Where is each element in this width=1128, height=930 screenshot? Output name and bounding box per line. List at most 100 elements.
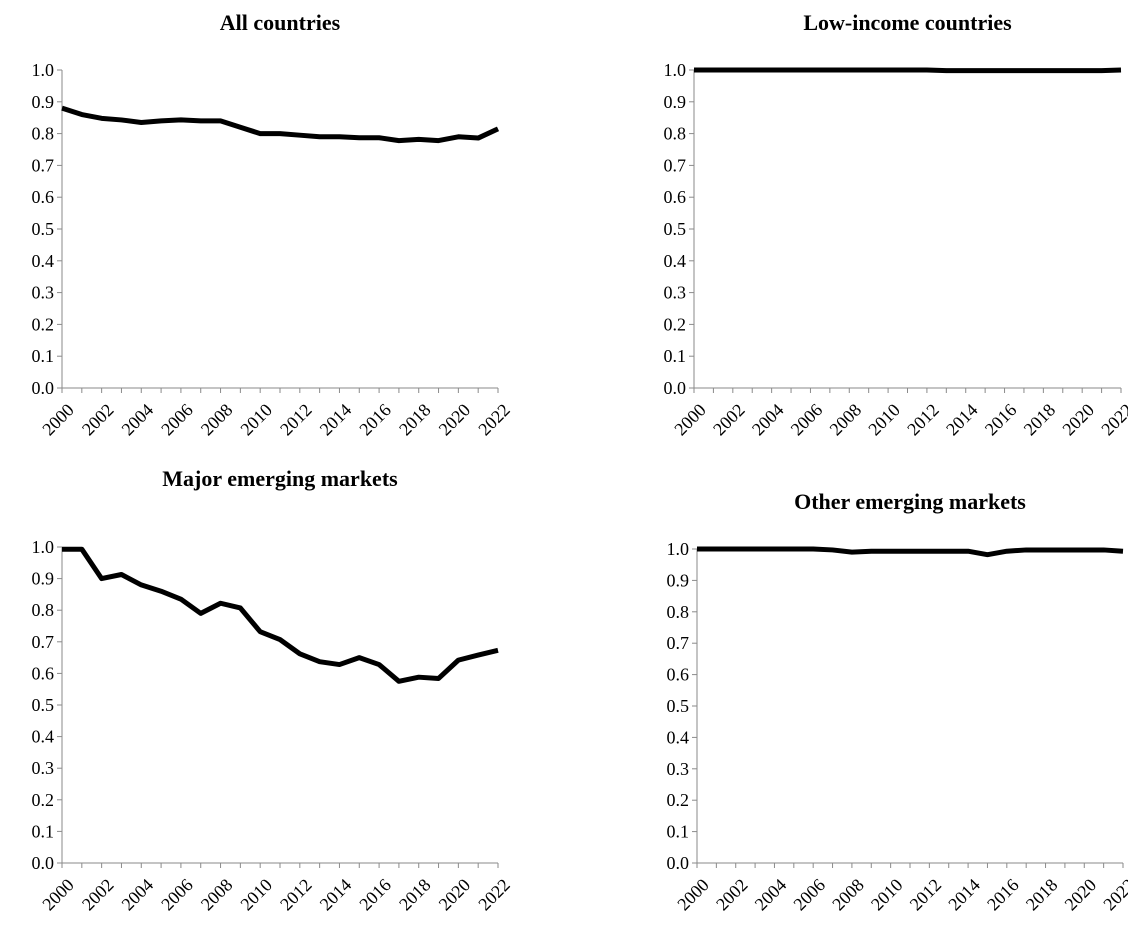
y-tick-label: 0.5 (32, 219, 55, 239)
y-tick-label: 0.5 (32, 695, 55, 715)
x-tick-label: 2020 (1061, 875, 1101, 915)
y-tick-label: 0.6 (667, 665, 690, 685)
x-tick-label: 2006 (787, 400, 827, 440)
y-tick-label: 0.3 (667, 759, 690, 779)
y-tick-label: 0.4 (32, 251, 55, 271)
chart-title-all-countries: All countries (220, 10, 341, 35)
y-tick-label: 0.2 (664, 314, 687, 334)
x-tick-label: 2010 (236, 400, 276, 440)
x-tick-label: 2002 (712, 875, 752, 915)
x-tick-label: 2008 (197, 875, 237, 915)
chart-panel-other-emerging-markets: Other emerging markets 0.0 0.1 0.2 0.3 0.4 0.5… (564, 465, 1128, 930)
y-tick-label: 0.7 (32, 632, 55, 652)
y-tick-label: 1.0 (667, 539, 690, 559)
y-tick-label: 0.4 (664, 251, 687, 271)
chart-panel-all-countries: All countries 0.0 0.1 0.2 0.3 0.4 0.5 0.6 0.7 0.8… (0, 0, 564, 465)
x-tick-label: 2016 (983, 875, 1023, 915)
y-tick-label: 0.2 (32, 314, 55, 334)
x-tick-label: 2002 (78, 400, 118, 440)
chart-svg-low-income-countries: Low-income countries 0.0 0.1 0.2 0.3 0.4 0.5 0.… (664, 10, 1128, 440)
y-tick-label: 0.0 (32, 853, 55, 873)
x-tick-label: 2004 (748, 400, 788, 440)
x-tick-label: 2014 (942, 400, 982, 440)
y-tick-label: 0.0 (664, 378, 687, 398)
chart-panel-low-income-countries: Low-income countries 0.0 0.1 0.2 0.3 0.4 0.5 0.… (564, 0, 1128, 465)
y-tick-label: 0.1 (32, 346, 55, 366)
chart-title-other-emerging-markets: Other emerging markets (794, 489, 1026, 514)
x-tick-label: 2000 (673, 875, 713, 915)
y-tick-label: 0.9 (32, 569, 55, 589)
x-tick-label: 2020 (435, 875, 475, 915)
x-tick-label: 2010 (867, 875, 907, 915)
y-tick-label: 0.1 (667, 822, 690, 842)
y-tick-label: 0.5 (667, 696, 690, 716)
y-tick-label: 0.6 (32, 663, 55, 683)
series-line-other-emerging-markets (697, 546, 1124, 558)
chart-svg-major-emerging-markets: Major emerging markets 0.0 0.1 0.2 0.3 0.4 0.5… (32, 466, 514, 915)
x-tick-label: 2016 (355, 400, 395, 440)
y-tick-label: 0.9 (664, 92, 687, 112)
series-line-major-emerging-markets (62, 546, 499, 684)
x-tick-label: 2022 (474, 400, 514, 440)
y-tick-label: 0.5 (664, 219, 687, 239)
x-tick-label: 2004 (118, 400, 158, 440)
x-tick-label: 2000 (38, 400, 78, 440)
y-tick-label: 0.9 (667, 570, 690, 590)
x-tick-label: 2016 (981, 400, 1021, 440)
y-tick-label: 0.1 (32, 821, 55, 841)
y-tick-label: 0.9 (32, 92, 55, 112)
x-tick-label: 2012 (906, 875, 946, 915)
chart-title-low-income-countries: Low-income countries (803, 10, 1012, 35)
y-tick-label: 0.3 (664, 283, 687, 303)
x-tick-label: 2020 (435, 400, 475, 440)
chart-panel-major-emerging-markets: Major emerging markets 0.0 0.1 0.2 0.3 0.4 0.5… (0, 465, 564, 930)
y-tick-label: 0.2 (667, 790, 690, 810)
x-tick-label: 2018 (395, 875, 435, 915)
y-tick-label: 0.7 (667, 633, 690, 653)
x-tick-label: 2006 (157, 875, 197, 915)
x-tick-label: 2016 (355, 875, 395, 915)
x-tick-label: 2002 (78, 875, 118, 915)
x-tick-label: 2022 (1099, 875, 1128, 915)
x-tick-label: 2012 (276, 400, 316, 440)
y-tick-label: 0.3 (32, 283, 55, 303)
x-tick-label: 2008 (826, 400, 866, 440)
x-tick-label: 2006 (157, 400, 197, 440)
x-tick-label: 2018 (1020, 400, 1060, 440)
y-tick-label: 0.8 (667, 602, 690, 622)
y-tick-label: 0.8 (32, 124, 55, 144)
chart-title-major-emerging-markets: Major emerging markets (162, 466, 398, 491)
y-tick-label: 0.0 (667, 853, 690, 873)
y-tick-label: 0.8 (32, 600, 55, 620)
x-tick-label: 2014 (316, 875, 356, 915)
y-tick-label: 0.6 (32, 187, 55, 207)
y-tick-label: 0.4 (667, 727, 690, 747)
y-tick-label: 1.0 (32, 60, 55, 80)
x-tick-label: 2008 (828, 875, 868, 915)
y-tick-label: 1.0 (664, 60, 687, 80)
x-tick-label: 2018 (395, 400, 435, 440)
chart-svg-other-emerging-markets: Other emerging markets 0.0 0.1 0.2 0.3 0.4 0.5… (667, 489, 1128, 915)
y-tick-label: 0.3 (32, 758, 55, 778)
y-tick-label: 0.7 (664, 155, 687, 175)
x-tick-label: 2000 (670, 400, 710, 440)
y-tick-label: 0.8 (664, 124, 687, 144)
x-tick-label: 2020 (1058, 400, 1098, 440)
x-tick-label: 2004 (118, 875, 158, 915)
x-tick-label: 2012 (276, 875, 316, 915)
x-tick-label: 2008 (197, 400, 237, 440)
x-tick-label: 2022 (1097, 400, 1128, 440)
x-tick-label: 2002 (709, 400, 749, 440)
x-tick-label: 2004 (751, 875, 791, 915)
x-tick-label: 2014 (944, 875, 984, 915)
y-tick-label: 0.2 (32, 790, 55, 810)
x-tick-label: 2010 (236, 875, 276, 915)
x-tick-label: 2018 (1022, 875, 1062, 915)
x-tick-label: 2012 (903, 400, 943, 440)
series-line-all-countries (61, 105, 500, 144)
y-tick-label: 0.7 (32, 155, 55, 175)
x-tick-label: 2006 (789, 875, 829, 915)
chart-svg-all-countries: All countries 0.0 0.1 0.2 0.3 0.4 0.5 0.6 0.7 0.8… (32, 10, 514, 440)
series-line-low-income-countries (694, 67, 1122, 74)
y-tick-label: 0.6 (664, 187, 687, 207)
